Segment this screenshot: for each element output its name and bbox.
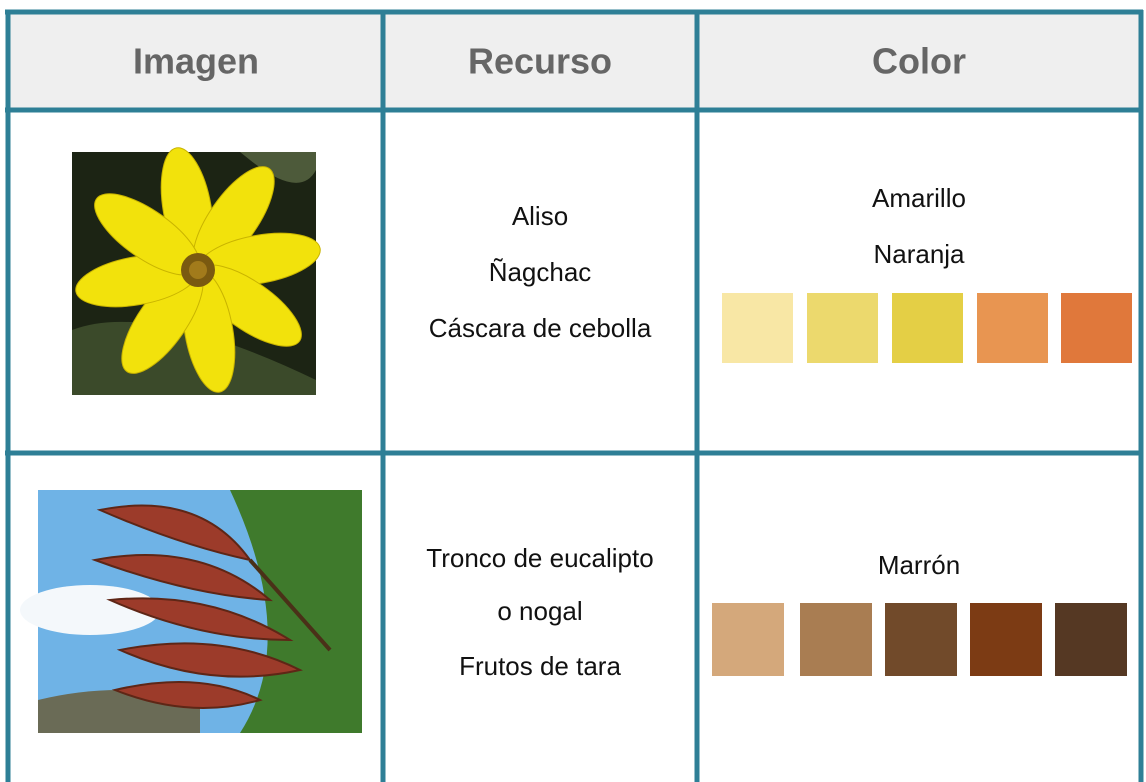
resource-text: Frutos de tara xyxy=(459,651,621,681)
color-name: Naranja xyxy=(873,239,965,269)
resource-text: Cáscara de cebolla xyxy=(429,313,652,343)
header-cell: Color xyxy=(872,41,966,82)
resource-text: Ñagchac xyxy=(489,257,592,287)
color-swatch xyxy=(722,293,793,363)
color-swatch xyxy=(892,293,963,363)
color-swatch xyxy=(977,293,1048,363)
color-name: Amarillo xyxy=(872,183,966,213)
color-swatch xyxy=(807,293,878,363)
flower-image xyxy=(72,147,321,395)
table-borders xyxy=(5,9,1144,782)
header-cell: Imagen xyxy=(133,41,259,82)
color-swatch xyxy=(885,603,957,676)
color-swatch xyxy=(800,603,872,676)
resource-text: o nogal xyxy=(497,596,582,626)
resource-text: Tronco de eucalipto xyxy=(426,543,653,573)
resource-text: Aliso xyxy=(512,201,568,231)
header-background xyxy=(8,10,1141,110)
color-swatch xyxy=(712,603,784,676)
header-cell: Recurso xyxy=(468,41,612,82)
tara-image xyxy=(20,490,362,733)
color-swatch xyxy=(1055,603,1127,676)
color-swatch xyxy=(1061,293,1132,363)
color-name: Marrón xyxy=(878,550,960,580)
color-swatch xyxy=(970,603,1042,676)
